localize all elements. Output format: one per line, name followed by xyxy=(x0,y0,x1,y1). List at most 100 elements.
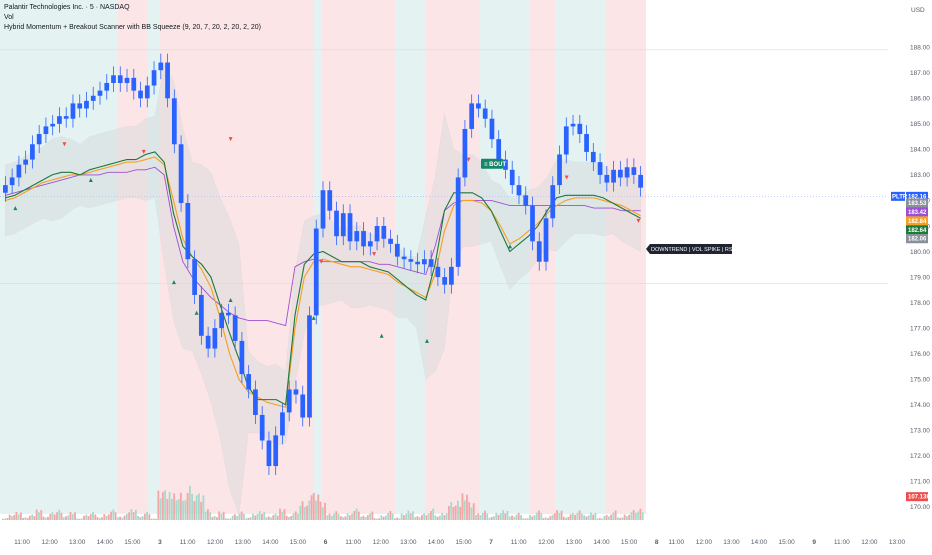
candle-body xyxy=(300,394,306,418)
volume-bar xyxy=(4,518,7,520)
zone-10 xyxy=(555,0,605,514)
signal-markers: ≡ BOUT xyxy=(13,137,641,343)
volume-bar xyxy=(245,518,248,520)
volume-bar xyxy=(146,511,149,520)
candle-body xyxy=(280,412,285,436)
candle-body xyxy=(361,231,366,247)
volume-bar xyxy=(517,512,520,520)
volume-bar xyxy=(186,493,189,520)
candle-body xyxy=(320,190,326,229)
candle-body xyxy=(530,205,535,242)
volume-bar xyxy=(459,506,462,520)
volume-bar xyxy=(330,515,333,520)
price-tag-box xyxy=(906,216,928,226)
volume-bar xyxy=(436,516,439,520)
candle-body xyxy=(16,164,22,178)
candle-body xyxy=(401,256,407,260)
buy-signal-marker xyxy=(194,310,199,315)
volume-bar xyxy=(6,518,9,520)
volume-bar xyxy=(508,516,511,520)
x-tick-label: 11:00 xyxy=(668,539,684,546)
volume-bar xyxy=(58,509,61,520)
volume-bar xyxy=(69,511,72,520)
volume-bar xyxy=(94,514,97,520)
volume-bar xyxy=(134,509,137,520)
candle-body xyxy=(307,315,312,418)
volume-bar xyxy=(15,512,18,520)
volume-bar xyxy=(98,517,101,520)
volume-label[interactable]: Vol xyxy=(4,14,14,21)
volume-bar xyxy=(418,517,421,520)
x-tick-label: 7 xyxy=(489,539,493,546)
volume-bar xyxy=(463,500,466,520)
volume-bar xyxy=(285,515,288,520)
symbol-title[interactable]: Palantir Technologies Inc. · 5 · NASDAQ xyxy=(4,4,130,11)
volume-bar xyxy=(119,516,121,520)
price-tag: 107.13K xyxy=(908,495,931,501)
buy-signal-marker xyxy=(379,333,384,338)
volume-bar xyxy=(137,516,140,520)
volume-bar xyxy=(574,514,577,520)
volume-bar xyxy=(589,512,592,520)
y-tick-label: 178.00 xyxy=(910,300,930,307)
volume-bar xyxy=(470,507,473,520)
volume-bar xyxy=(200,501,203,520)
candle-body xyxy=(516,185,522,196)
volume-bar xyxy=(400,513,403,520)
price-tag: 182.06 xyxy=(908,237,927,243)
volume-bar xyxy=(62,517,65,520)
x-tick-label: 12:00 xyxy=(373,539,390,546)
volume-bar xyxy=(488,517,491,520)
volume-bar xyxy=(601,518,604,520)
x-tick-label: 11:00 xyxy=(180,539,196,546)
price-tag-box xyxy=(906,492,928,502)
volume-bar xyxy=(452,507,455,520)
volume-bar xyxy=(38,512,40,520)
indicator-title[interactable]: Hybrid Momentum + Breakout Scanner with … xyxy=(4,24,262,31)
volume-bar xyxy=(411,511,414,520)
volume-bar xyxy=(51,512,54,520)
volume-bar xyxy=(197,493,200,520)
volume-bar xyxy=(110,511,112,520)
symbol-tag: PLTR xyxy=(892,194,908,200)
volume-bar xyxy=(499,513,502,520)
candle-body xyxy=(469,103,475,129)
volume-bar xyxy=(596,518,599,520)
zone-8 xyxy=(480,0,530,514)
x-tick-label: 15:00 xyxy=(455,539,472,546)
volume-bar xyxy=(254,515,257,520)
price-tag: 183.42 xyxy=(908,210,927,216)
x-tick-label: 3 xyxy=(158,539,162,546)
volume-bar xyxy=(486,513,489,520)
volume-bar xyxy=(80,518,83,520)
candle-body xyxy=(415,261,420,265)
volume-bar xyxy=(524,518,527,520)
volume-bar xyxy=(628,514,631,520)
candle-body xyxy=(435,266,441,278)
x-tick-label: 14:00 xyxy=(97,539,114,546)
volume-bar xyxy=(641,512,644,520)
x-tick-label: 12:00 xyxy=(41,539,58,546)
candle-body xyxy=(273,435,279,467)
y-tick-label: 176.00 xyxy=(910,351,930,358)
volume-bar xyxy=(513,516,516,520)
volume-bar xyxy=(310,495,313,520)
volume-bar xyxy=(191,493,194,520)
volume-bar xyxy=(360,516,363,520)
candle-body xyxy=(638,174,643,188)
volume-bar xyxy=(567,517,570,520)
breakout-label: ≡ BOUT xyxy=(484,162,507,168)
candle-body xyxy=(84,100,89,109)
volume-bar xyxy=(585,516,588,520)
x-tick-label: 13:00 xyxy=(889,539,906,546)
price-tag-box xyxy=(906,191,928,201)
candle-body xyxy=(455,177,461,267)
volume-bar xyxy=(220,513,223,520)
sell-signal-marker xyxy=(466,157,471,162)
volume-bar xyxy=(294,511,297,520)
volume-bar xyxy=(67,515,70,520)
candle-body xyxy=(185,202,191,260)
